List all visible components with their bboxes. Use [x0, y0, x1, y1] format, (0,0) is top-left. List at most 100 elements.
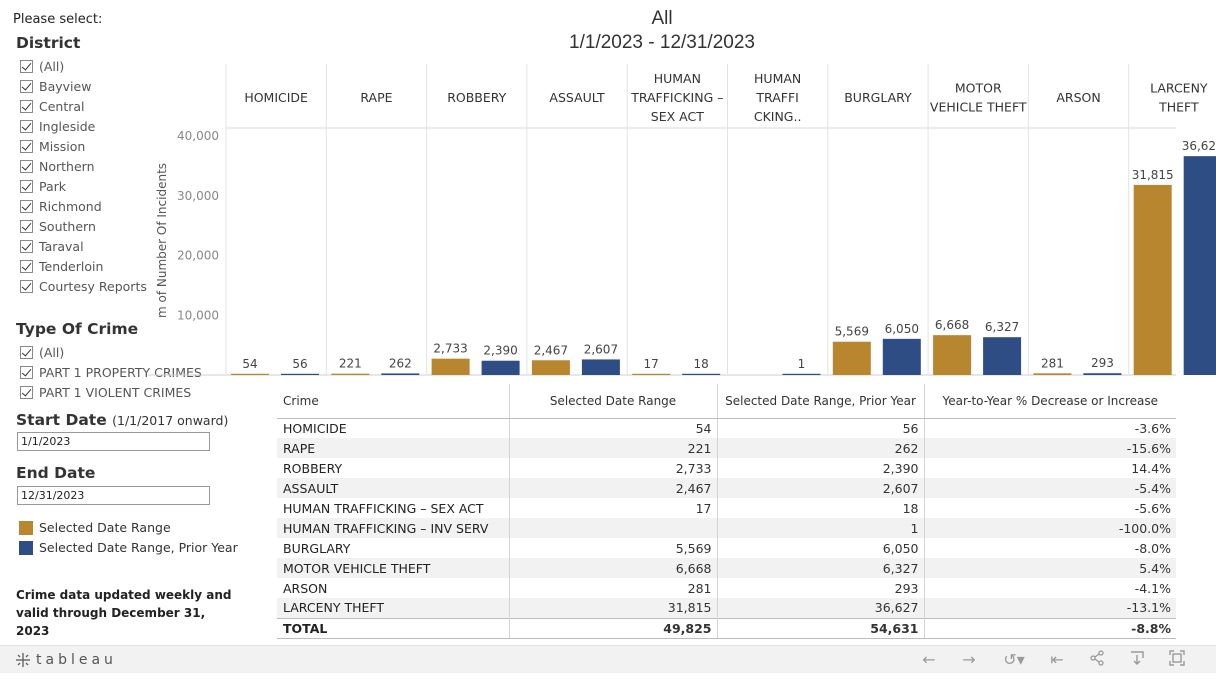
- district-option[interactable]: (All): [20, 56, 147, 76]
- total-label: TOTAL: [277, 617, 510, 639]
- bar-selected-range: [933, 335, 972, 375]
- cell-selected: [509, 518, 718, 538]
- crime-type-option[interactable]: (All): [20, 342, 202, 362]
- share-icon[interactable]: [1087, 650, 1107, 670]
- table-total-row: TOTAL 49,825 54,631 -8.8%: [277, 617, 1176, 639]
- district-option-label: Richmond: [39, 198, 102, 214]
- bar-value-label: 17: [644, 357, 659, 371]
- cell-selected: 2,467: [509, 478, 718, 498]
- total-change: -8.8%: [924, 617, 1176, 639]
- checkbox-checked-icon[interactable]: [20, 199, 33, 213]
- bar-selected-range: [231, 373, 269, 375]
- district-option[interactable]: Richmond: [20, 196, 147, 216]
- district-option[interactable]: Mission: [20, 136, 147, 156]
- district-option[interactable]: Courtesy Reports: [20, 276, 147, 296]
- cell-crime: BURGLARY: [277, 538, 510, 558]
- table-row: ARSON 281 293 -4.1%: [277, 578, 1176, 598]
- cell-crime: HOMICIDE: [277, 418, 510, 438]
- checkbox-checked-icon[interactable]: [20, 279, 33, 293]
- district-option[interactable]: Ingleside: [20, 116, 147, 136]
- checkbox-checked-icon[interactable]: [20, 345, 33, 359]
- cell-prior: 262: [717, 438, 925, 458]
- table-row: ASSAULT 2,467 2,607 -5.4%: [277, 478, 1176, 498]
- bar-value-label: 2,390: [483, 344, 517, 358]
- fullscreen-icon[interactable]: [1167, 650, 1187, 670]
- revert-icon[interactable]: ↺▾: [1003, 650, 1025, 669]
- district-option[interactable]: Southern: [20, 216, 147, 236]
- district-option[interactable]: Park: [20, 176, 147, 196]
- checkbox-checked-icon[interactable]: [20, 79, 33, 93]
- category-header: TRAFFI: [755, 90, 798, 105]
- category-header: RAPE: [360, 90, 392, 105]
- y-tick-label: 40,000: [177, 129, 219, 143]
- district-option-label: Northern: [39, 158, 95, 174]
- bar-value-label: 36,627: [1182, 139, 1216, 153]
- redo-icon[interactable]: →: [962, 650, 976, 669]
- end-date-input[interactable]: 12/31/2023: [17, 486, 210, 505]
- checkbox-checked-icon[interactable]: [20, 179, 33, 193]
- district-option[interactable]: Taraval: [20, 236, 147, 256]
- checkbox-checked-icon[interactable]: [20, 99, 33, 113]
- tableau-logo[interactable]: tableau: [14, 651, 117, 669]
- checkbox-checked-icon[interactable]: [20, 219, 33, 233]
- tableau-toolbar: tableau ← → ↺▾ ⇤: [0, 645, 1216, 673]
- checkbox-checked-icon[interactable]: [20, 159, 33, 173]
- cell-change: -100.0%: [924, 518, 1176, 538]
- cell-crime: LARCENY THEFT: [277, 598, 510, 618]
- checkbox-checked-icon[interactable]: [20, 259, 33, 273]
- cell-change: -4.1%: [1134, 580, 1171, 596]
- checkbox-checked-icon[interactable]: [20, 59, 33, 73]
- crime-table: Crime Selected Date Range Selected Date …: [277, 384, 1176, 639]
- district-option[interactable]: Bayview: [20, 76, 147, 96]
- revert-all-icon[interactable]: ⇤: [1050, 650, 1064, 669]
- bar-prior-year: [983, 337, 1022, 375]
- district-option[interactable]: Central: [20, 96, 147, 116]
- col-header-change[interactable]: Year-to-Year % Decrease or Increase: [924, 384, 1176, 419]
- cell-prior: 56: [717, 418, 925, 438]
- district-option[interactable]: Tenderloin: [20, 256, 147, 276]
- district-option[interactable]: Northern: [20, 156, 147, 176]
- total-prior: 54,631: [717, 617, 925, 639]
- bar-value-label: 293: [1091, 356, 1114, 370]
- table-row: ROBBERY 2,733 2,390 14.4%: [277, 458, 1176, 478]
- start-date-input[interactable]: 1/1/2023: [17, 432, 210, 451]
- download-icon[interactable]: [1127, 650, 1147, 670]
- table-row: BURGLARY 5,569 6,050 -8.0%: [277, 538, 1176, 558]
- category-header: LARCENY: [1150, 81, 1208, 96]
- dashboard-title: All: [651, 8, 673, 29]
- checkbox-checked-icon[interactable]: [20, 365, 33, 379]
- crime-type-option[interactable]: PART 1 VIOLENT CRIMES: [20, 382, 202, 402]
- district-filter-title: District: [16, 34, 81, 52]
- bar-selected-range: [832, 341, 871, 375]
- category-header: TRAFFICKING –: [630, 90, 723, 105]
- checkbox-checked-icon[interactable]: [20, 239, 33, 253]
- bar-prior-year: [782, 373, 821, 375]
- cell-selected: 31,815: [509, 598, 718, 618]
- bar-value-label: 2,607: [584, 342, 618, 356]
- district-option-label: Mission: [39, 138, 86, 154]
- category-header: THEFT: [1158, 100, 1199, 115]
- crime-type-option[interactable]: PART 1 PROPERTY CRIMES: [20, 362, 202, 382]
- table-row: HUMAN TRAFFICKING – SEX ACT 17 18 -5.6%: [277, 498, 1176, 518]
- category-header: CKING..: [754, 109, 802, 124]
- col-header-crime[interactable]: Crime: [277, 384, 510, 419]
- col-header-selected[interactable]: Selected Date Range: [509, 384, 718, 419]
- district-option-label: Park: [39, 178, 67, 194]
- cell-crime: HUMAN TRAFFICKING – INV SERV: [277, 518, 510, 538]
- col-header-prior[interactable]: Selected Date Range, Prior Year: [717, 384, 925, 419]
- checkbox-checked-icon[interactable]: [20, 385, 33, 399]
- category-header: SEX ACT: [651, 109, 704, 124]
- y-tick-label: 20,000: [177, 249, 219, 263]
- district-option-label: Tenderloin: [39, 258, 104, 274]
- cell-change: -3.6%: [1134, 420, 1171, 436]
- cell-selected: 6,668: [509, 558, 718, 578]
- category-header: VEHICLE THEFT: [930, 100, 1027, 115]
- bar-selected-range: [1133, 184, 1172, 375]
- checkbox-checked-icon[interactable]: [20, 139, 33, 153]
- category-header: HUMAN: [754, 71, 801, 86]
- checkbox-checked-icon[interactable]: [20, 119, 33, 133]
- category-header: ROBBERY: [447, 90, 506, 105]
- cell-prior: 293: [717, 578, 925, 598]
- bar-prior-year: [1183, 156, 1216, 375]
- undo-icon[interactable]: ←: [922, 650, 936, 669]
